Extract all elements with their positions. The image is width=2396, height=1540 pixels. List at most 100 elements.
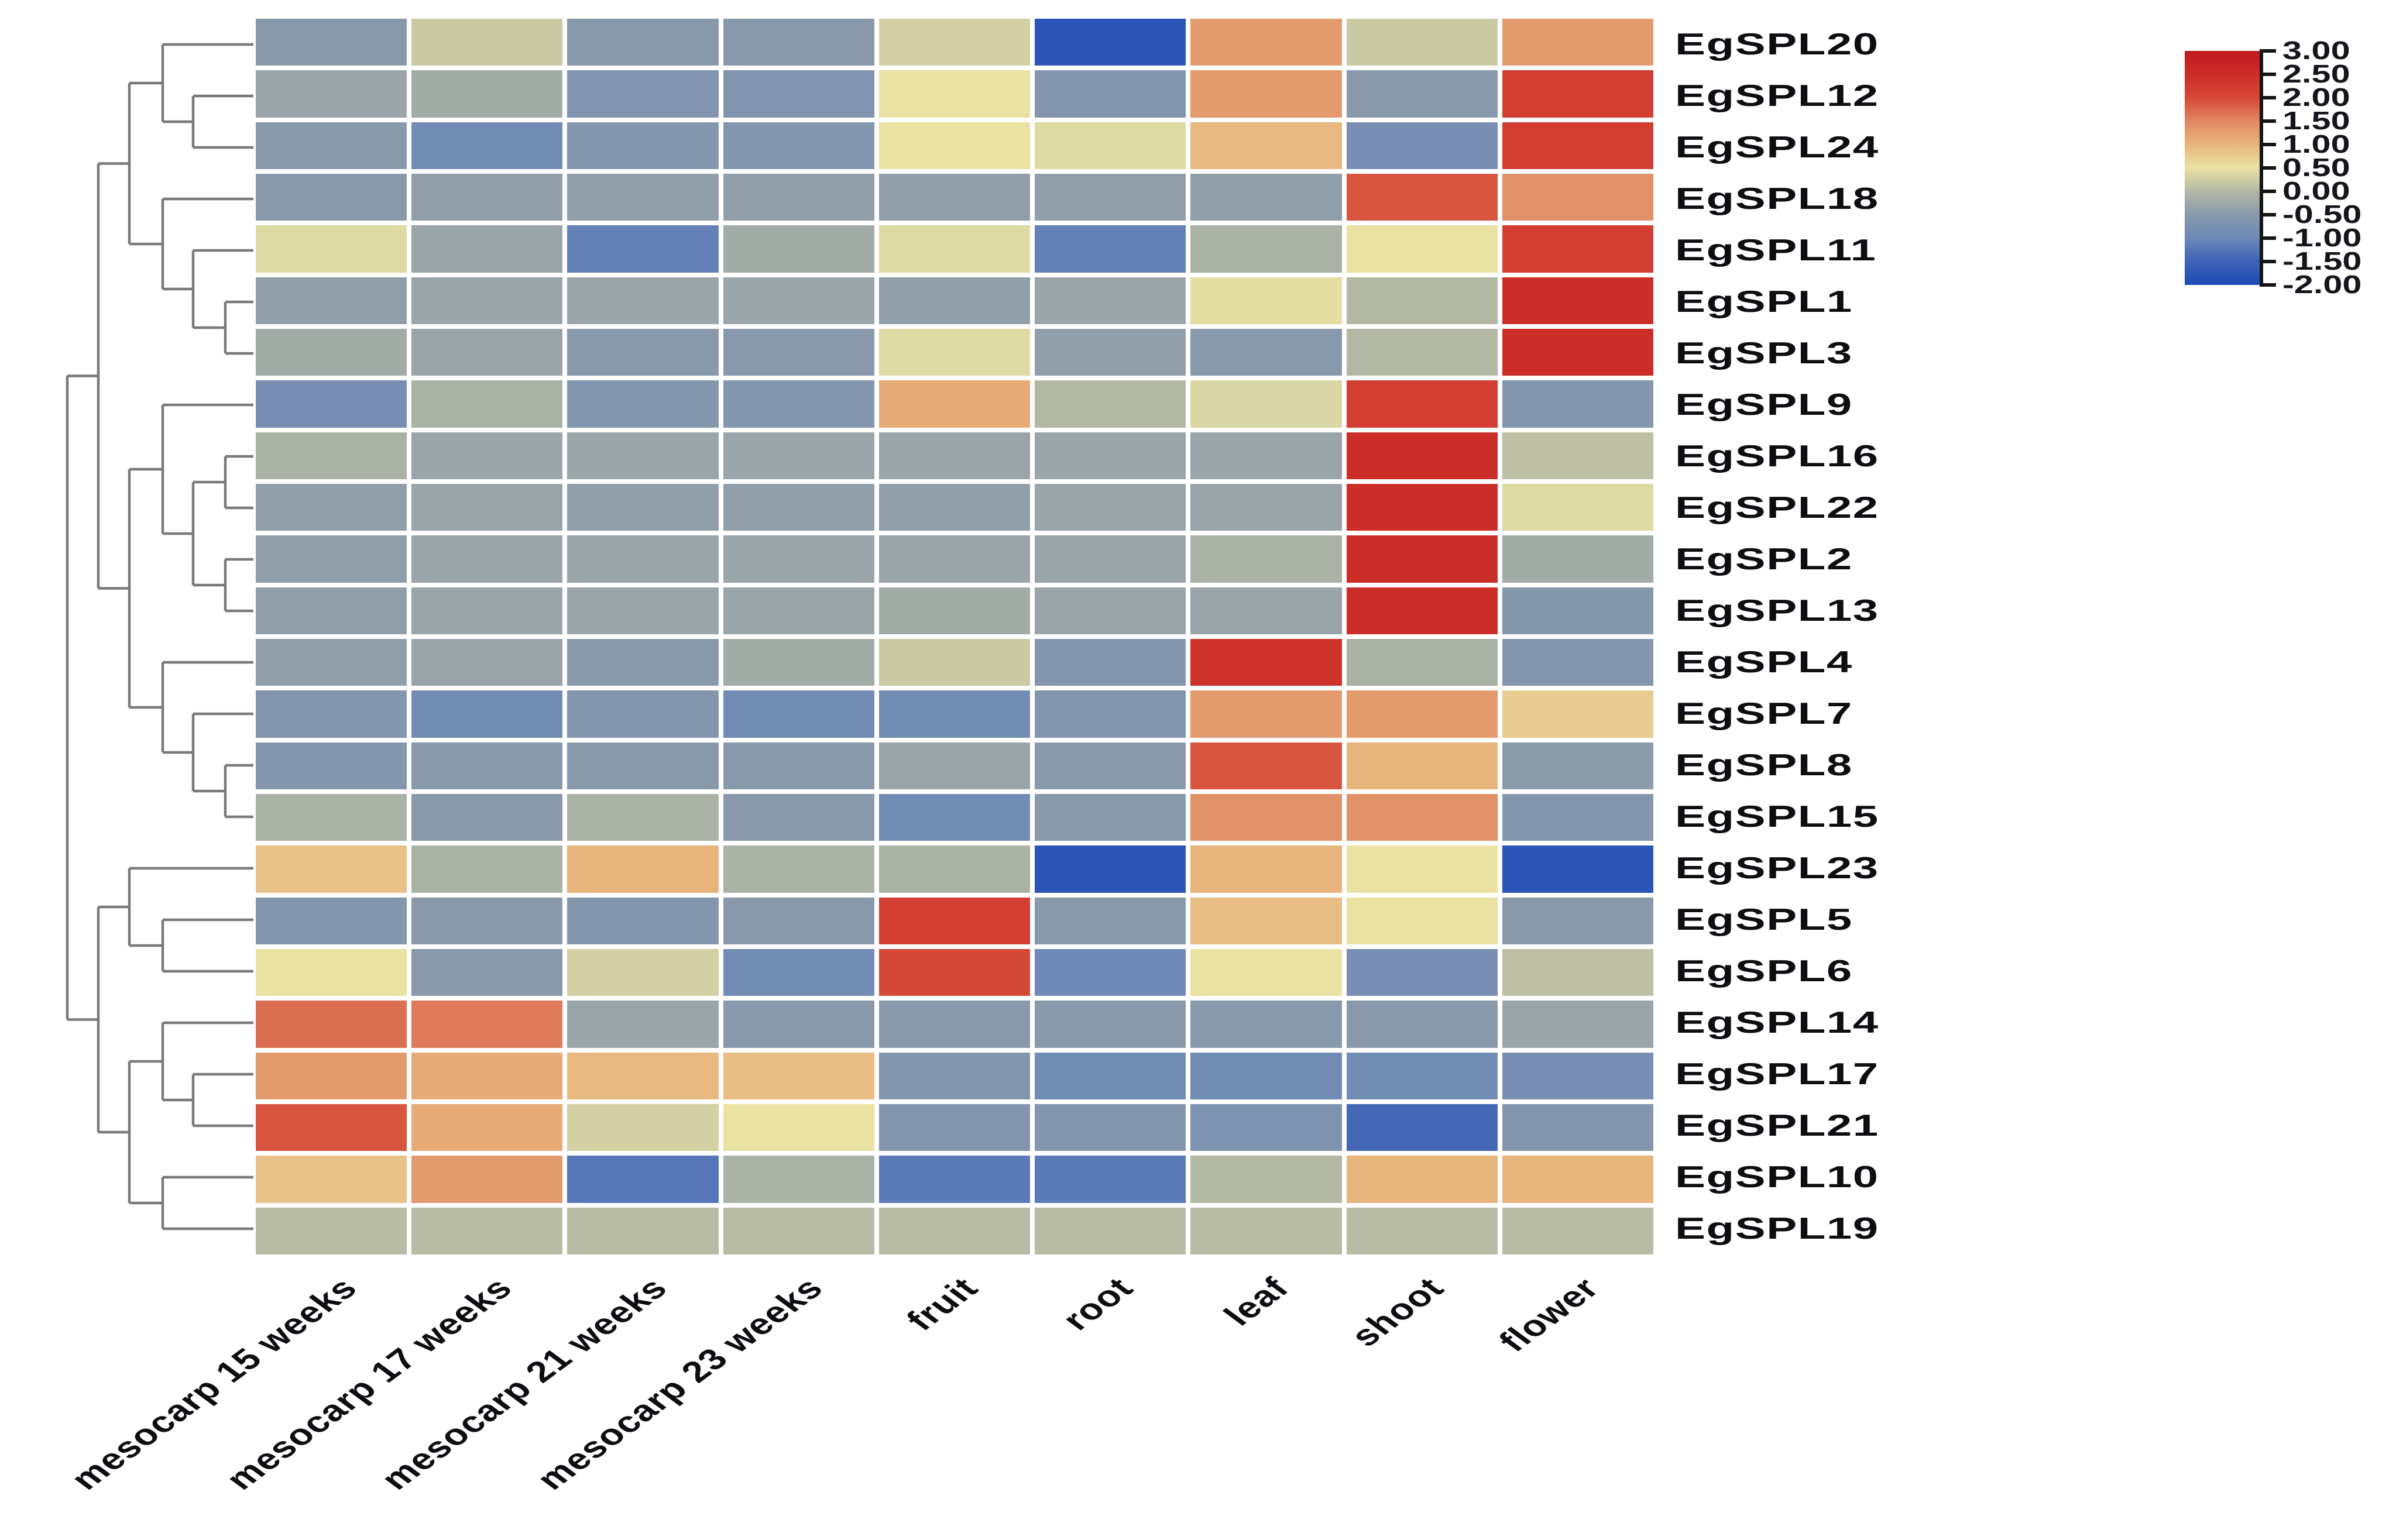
heatmap-cell	[256, 19, 407, 66]
heatmap-cell	[256, 639, 407, 686]
heatmap-cell	[1502, 794, 1653, 841]
heatmap-cell	[723, 174, 874, 221]
heatmap-cell	[1502, 277, 1653, 324]
heatmap-cell	[256, 225, 407, 273]
heatmap-cell	[1502, 1001, 1653, 1048]
heatmap-cell	[1502, 380, 1653, 428]
heatmap-cell	[723, 1001, 874, 1048]
row-label: EgSPL21	[1675, 1109, 1879, 1143]
legend-gradient-bar	[2185, 51, 2263, 285]
legend-tick	[2260, 260, 2276, 263]
row-label: EgSPL6	[1675, 954, 1853, 988]
heatmap-cell	[567, 535, 719, 583]
heatmap-cell	[411, 122, 563, 169]
heatmap-cell	[1346, 1001, 1498, 1048]
heatmap-cell	[878, 174, 1031, 221]
heatmap-cell	[567, 587, 719, 634]
heatmap-cell	[256, 432, 407, 479]
heatmap-cell	[1502, 742, 1653, 789]
row-label: EgSPL23	[1675, 851, 1879, 885]
row-label: EgSPL18	[1675, 182, 1879, 216]
legend-tick	[2260, 96, 2276, 99]
legend-tick-label: -1.00	[2282, 224, 2362, 252]
heatmap-cell	[1346, 535, 1498, 583]
heatmap-cell	[723, 742, 874, 789]
heatmap-cell	[567, 1104, 719, 1151]
heatmap-cell	[1346, 19, 1498, 66]
heatmap-cell	[1346, 1207, 1498, 1254]
row-label: EgSPL24	[1675, 130, 1879, 164]
heatmap-cell	[1035, 639, 1186, 686]
heatmap-cell	[723, 122, 874, 169]
heatmap-cell	[1190, 174, 1342, 221]
heatmap-cell	[256, 277, 407, 324]
heatmap-cell	[411, 1207, 563, 1254]
heatmap-cell	[1190, 1207, 1342, 1254]
heatmap-cell	[878, 225, 1031, 273]
heatmap-cell	[1190, 535, 1342, 583]
row-label: EgSPL19	[1675, 1212, 1879, 1246]
heatmap-cell	[1190, 329, 1342, 376]
heatmap-cell	[878, 484, 1031, 531]
legend-tick	[2260, 190, 2276, 193]
heatmap-cell	[256, 484, 407, 531]
heatmap-cell	[1190, 1156, 1342, 1203]
heatmap-cell	[411, 329, 563, 376]
row-label: EgSPL7	[1675, 697, 1853, 731]
heatmap-cell	[1035, 742, 1186, 789]
heatmap-cell	[878, 535, 1031, 583]
row-label: EgSPL2	[1675, 542, 1853, 576]
heatmap-cell	[1035, 70, 1186, 118]
legend-tick	[2260, 283, 2276, 287]
row-labels: EgSPL20 EgSPL12 EgSPL24 EgSPL18 EgSPL11 EgSPL…	[1675, 19, 2085, 1254]
heatmap-cell	[878, 122, 1031, 169]
heatmap-cell	[1035, 1207, 1186, 1254]
heatmap-cell	[1346, 1052, 1498, 1099]
heatmap-cell	[878, 742, 1031, 789]
heatmap-cell	[1190, 70, 1342, 118]
heatmap-cell	[1346, 690, 1498, 738]
heatmap-cell	[1346, 484, 1498, 531]
heatmap-cell	[878, 1052, 1031, 1099]
legend-tick-label: 0.00	[2282, 177, 2350, 205]
heatmap-cell	[256, 587, 407, 634]
heatmap-cell	[878, 277, 1031, 324]
row-label: EgSPL3	[1675, 336, 1853, 370]
heatmap-cell	[411, 174, 563, 221]
legend-tick-label: -2.00	[2282, 270, 2362, 299]
legend-tick-label: 0.50	[2282, 153, 2350, 182]
heatmap-cell	[1035, 122, 1186, 169]
heatmap-cell	[1502, 329, 1653, 376]
heatmap-cell	[567, 484, 719, 531]
heatmap-cell	[1502, 639, 1653, 686]
heatmap-cell	[723, 897, 874, 944]
heatmap-cell	[1190, 639, 1342, 686]
heatmap-cell	[1035, 329, 1186, 376]
heatmap-cell	[878, 1104, 1031, 1151]
heatmap-cell	[411, 380, 563, 428]
heatmap-cell	[878, 329, 1031, 376]
row-label: EgSPL1	[1675, 285, 1853, 319]
heatmap-cell	[411, 484, 563, 531]
heatmap-cell	[1346, 742, 1498, 789]
heatmap-cell	[567, 19, 719, 66]
heatmap-cell	[1346, 949, 1498, 996]
heatmap-cell	[256, 794, 407, 841]
heatmap-cell	[411, 535, 563, 583]
heatmap-cell	[256, 690, 407, 738]
heatmap-cell	[1346, 639, 1498, 686]
heatmap-cell	[256, 1207, 407, 1254]
heatmap-cell	[878, 845, 1031, 893]
heatmap-cell	[723, 484, 874, 531]
heatmap-cell	[1346, 1156, 1498, 1203]
heatmap-cell	[256, 70, 407, 118]
heatmap-cell	[1190, 380, 1342, 428]
heatmap-cell	[1190, 277, 1342, 324]
legend-tick-label: 2.00	[2282, 83, 2350, 112]
heatmap-cell	[878, 1156, 1031, 1203]
heatmap-cell	[878, 587, 1031, 634]
heatmap-cell	[723, 277, 874, 324]
legend-tick-label: 1.00	[2282, 130, 2350, 159]
legend-tick	[2260, 143, 2276, 146]
heatmap-cell	[567, 380, 719, 428]
